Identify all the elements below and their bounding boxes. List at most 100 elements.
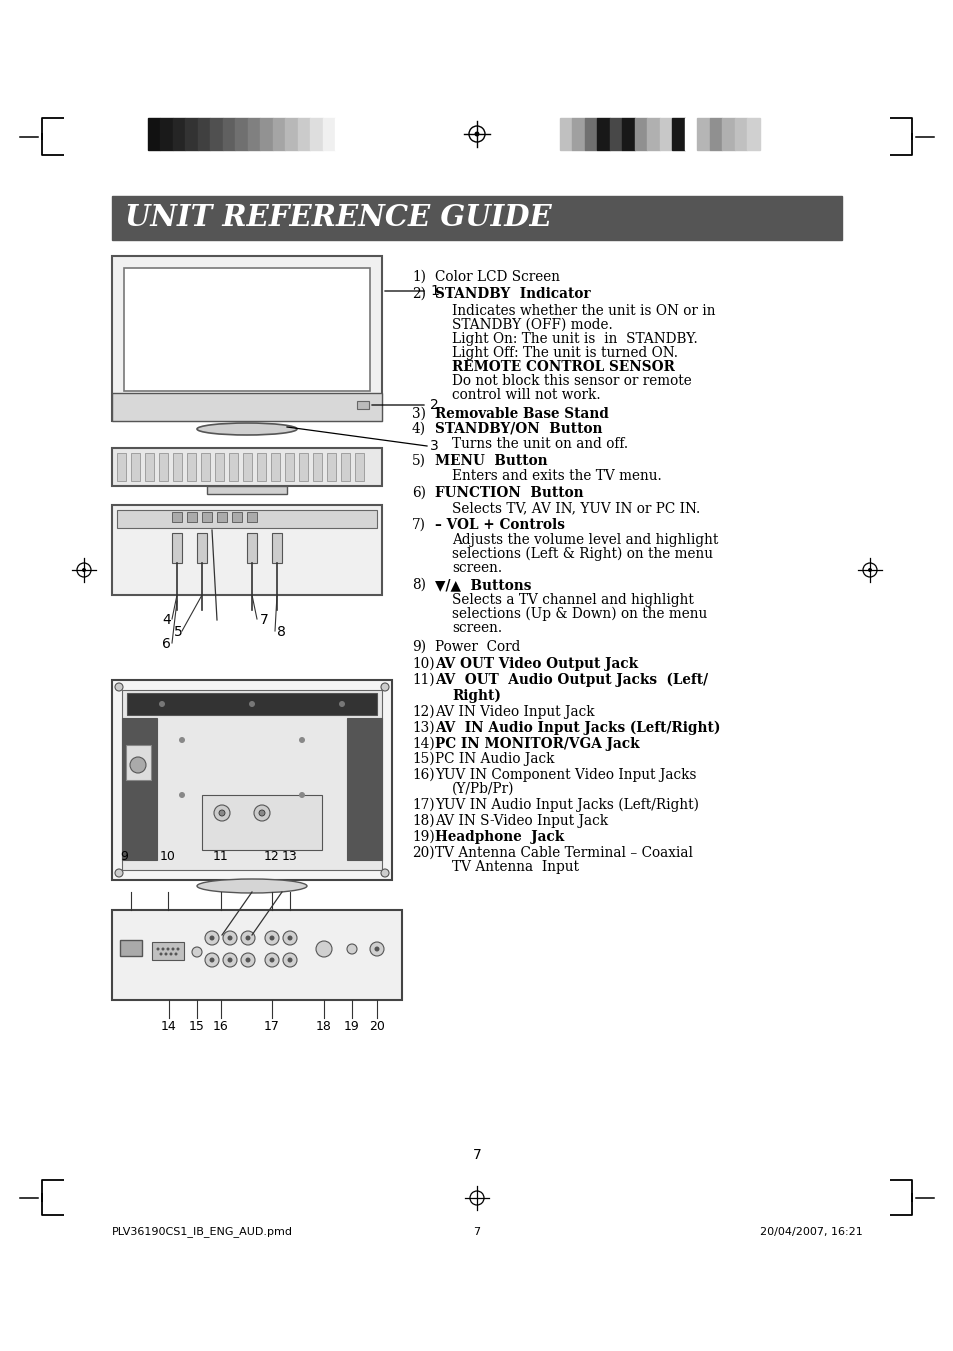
Bar <box>185 118 198 150</box>
Bar <box>112 255 381 422</box>
Circle shape <box>283 952 296 967</box>
Text: 14: 14 <box>161 1020 176 1034</box>
Text: Headphone  Jack: Headphone Jack <box>435 830 563 844</box>
Text: Light Off: The unit is turned ON.: Light Off: The unit is turned ON. <box>452 346 678 359</box>
Bar <box>310 118 323 150</box>
Text: 18: 18 <box>315 1020 332 1034</box>
Circle shape <box>174 952 177 955</box>
Bar <box>721 118 734 150</box>
Circle shape <box>130 757 146 773</box>
Circle shape <box>159 952 162 955</box>
Circle shape <box>210 958 214 962</box>
Bar <box>340 453 350 481</box>
Bar <box>247 534 256 563</box>
Text: STANDBY (OFF) mode.: STANDBY (OFF) mode. <box>452 317 612 332</box>
Text: screen.: screen. <box>452 561 501 576</box>
Bar <box>313 453 322 481</box>
Bar <box>216 512 227 521</box>
Text: Power  Cord: Power Cord <box>435 640 519 654</box>
Bar <box>187 453 195 481</box>
Text: 1: 1 <box>430 284 438 299</box>
Text: 4: 4 <box>162 613 171 627</box>
Text: 9: 9 <box>120 850 128 863</box>
Bar <box>229 453 237 481</box>
Text: AV  IN Audio Input Jacks (Left/Right): AV IN Audio Input Jacks (Left/Right) <box>435 721 720 735</box>
Text: Color LCD Screen: Color LCD Screen <box>435 270 559 284</box>
Bar <box>117 509 376 528</box>
Bar <box>131 453 140 481</box>
Circle shape <box>287 958 293 962</box>
Circle shape <box>241 931 254 944</box>
Text: TV Antenna Cable Terminal – Coaxial: TV Antenna Cable Terminal – Coaxial <box>435 846 692 861</box>
Text: AV IN S-Video Input Jack: AV IN S-Video Input Jack <box>435 815 607 828</box>
Bar <box>285 118 297 150</box>
Bar <box>172 453 182 481</box>
Ellipse shape <box>196 880 307 893</box>
Text: UNIT REFERENCE GUIDE: UNIT REFERENCE GUIDE <box>125 204 551 232</box>
Circle shape <box>159 701 165 707</box>
Bar <box>347 717 381 861</box>
Text: 15: 15 <box>189 1020 205 1034</box>
Text: 2: 2 <box>430 399 438 412</box>
Bar <box>597 118 609 150</box>
Text: Adjusts the volume level and highlight: Adjusts the volume level and highlight <box>452 534 718 547</box>
Circle shape <box>179 792 185 798</box>
Circle shape <box>265 952 278 967</box>
Text: 16): 16) <box>412 767 435 782</box>
Circle shape <box>241 952 254 967</box>
Bar <box>201 453 210 481</box>
Bar <box>248 118 260 150</box>
Bar <box>273 118 285 150</box>
Text: 1): 1) <box>412 270 426 284</box>
Text: 12: 12 <box>264 850 279 863</box>
Bar <box>126 744 151 780</box>
Circle shape <box>210 935 214 940</box>
Text: Selects TV, AV IN, YUV IN or PC IN.: Selects TV, AV IN, YUV IN or PC IN. <box>452 501 700 515</box>
Text: Selects a TV channel and highlight: Selects a TV channel and highlight <box>452 593 693 607</box>
Text: selections (Left & Right) on the menu: selections (Left & Right) on the menu <box>452 547 712 562</box>
Bar <box>584 118 597 150</box>
Circle shape <box>283 931 296 944</box>
Bar <box>198 118 211 150</box>
Text: 12): 12) <box>412 705 435 719</box>
Circle shape <box>253 805 270 821</box>
Circle shape <box>265 931 278 944</box>
Text: 20/04/2007, 16:21: 20/04/2007, 16:21 <box>760 1227 862 1238</box>
Circle shape <box>205 952 219 967</box>
Text: YUV IN Audio Input Jacks (Left/Right): YUV IN Audio Input Jacks (Left/Right) <box>435 798 699 812</box>
Text: (Y/Pb/Pr): (Y/Pb/Pr) <box>452 782 514 796</box>
Circle shape <box>179 738 185 743</box>
Bar <box>187 512 196 521</box>
Text: screen.: screen. <box>452 621 501 635</box>
Bar <box>214 453 224 481</box>
Text: FUNCTION  Button: FUNCTION Button <box>435 486 583 500</box>
Text: 11): 11) <box>412 673 435 688</box>
Circle shape <box>82 567 86 571</box>
Text: 8: 8 <box>276 626 286 639</box>
Text: AV  OUT  Audio Output Jacks  (Left/: AV OUT Audio Output Jacks (Left/ <box>435 673 707 688</box>
Bar <box>112 449 381 486</box>
Bar <box>202 512 212 521</box>
Bar <box>247 512 256 521</box>
Bar <box>285 453 294 481</box>
Circle shape <box>213 805 230 821</box>
Circle shape <box>380 869 389 877</box>
Text: 7: 7 <box>260 613 269 627</box>
Circle shape <box>287 935 293 940</box>
Bar <box>622 118 635 150</box>
Text: 10: 10 <box>160 850 175 863</box>
Circle shape <box>161 947 164 951</box>
Bar <box>697 118 709 150</box>
Circle shape <box>380 684 389 690</box>
Circle shape <box>223 931 236 944</box>
Bar <box>127 693 376 715</box>
Bar <box>211 118 223 150</box>
Bar <box>559 118 572 150</box>
Bar <box>122 717 157 861</box>
Text: YUV IN Component Video Input Jacks: YUV IN Component Video Input Jacks <box>435 767 696 782</box>
Text: Right): Right) <box>452 689 500 704</box>
Bar <box>152 942 184 961</box>
Bar <box>327 453 335 481</box>
Text: Turns the unit on and off.: Turns the unit on and off. <box>452 436 627 451</box>
Bar <box>160 118 172 150</box>
